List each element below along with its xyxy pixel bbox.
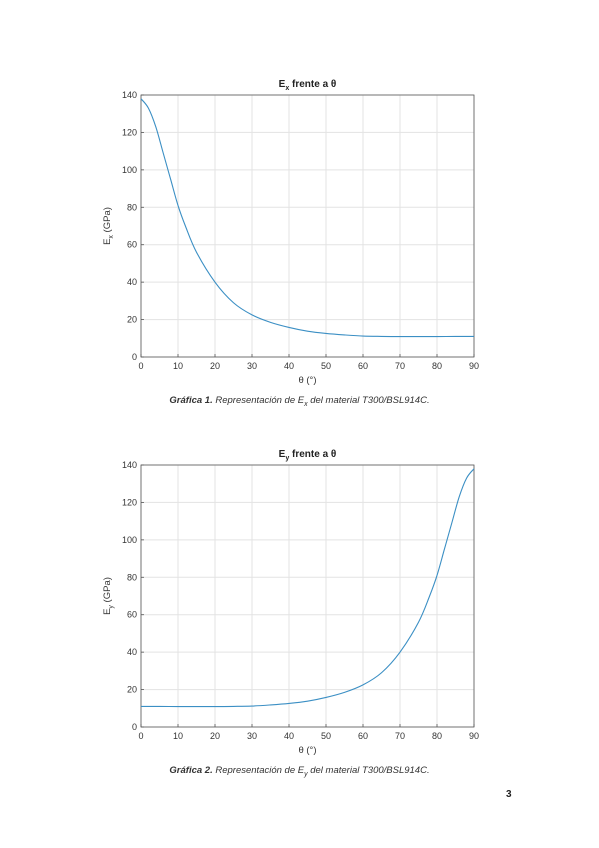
caption-1: Gráfica 1. Representación de Ex del mate… [0, 395, 599, 408]
x-tick-label: 20 [210, 361, 220, 371]
y-tick-label: 120 [122, 497, 137, 507]
x-tick-label: 20 [210, 731, 220, 741]
x-tick-label: 0 [138, 731, 143, 741]
x-tick-label: 90 [469, 361, 479, 371]
y-tick-label: 80 [127, 572, 137, 582]
x-tick-label: 30 [247, 361, 257, 371]
series-line [140, 468, 475, 708]
figure-2: 0 10 20 30 40 50 60 70 80 90 0 20 40 60 80 100 120 140 Ey … [0, 438, 599, 783]
y-tick-label: 60 [127, 240, 137, 250]
x-tick-label: 50 [321, 361, 331, 371]
x-tick-label: 80 [432, 361, 442, 371]
x-tick-label: 70 [395, 361, 405, 371]
y-axis-label-subscript: x [108, 235, 115, 239]
y-axis-label-main: E [102, 609, 113, 615]
caption-text-end: del material T300/BSL914C. [307, 765, 430, 776]
figure-1: 0 10 20 30 40 50 60 70 80 90 0 20 40 60 80 100 120 140 Ex … [0, 68, 599, 413]
y-tick-label: 0 [132, 722, 137, 732]
caption-text: Representación de E [212, 395, 305, 406]
series-line [140, 98, 475, 338]
chart-ex-vs-theta: 0 10 20 30 40 50 60 70 80 90 0 20 40 60 80 100 120 140 Ex … [102, 79, 479, 386]
y-axis-label: Ex (GPa) [102, 207, 115, 245]
chart-title-main: E [279, 449, 286, 460]
y-axis-label-subscript: y [108, 605, 115, 609]
y-tick-label: 140 [122, 90, 137, 100]
chart-title-rest: frente a θ [289, 449, 336, 460]
y-tick-label: 40 [127, 277, 137, 287]
y-tick-label: 100 [122, 165, 137, 175]
y-axis-label: Ey (GPa) [102, 577, 115, 615]
chart-title: Ex frente a θ [279, 79, 337, 92]
y-tick-label: 100 [122, 535, 137, 545]
plot-frame [140, 464, 475, 728]
x-tick-label: 0 [138, 361, 143, 371]
x-tick-label: 60 [358, 731, 368, 741]
chart-ey-vs-theta: 0 10 20 30 40 50 60 70 80 90 0 20 40 60 80 100 120 140 Ey … [102, 449, 479, 756]
y-axis-label-rest: (GPa) [102, 577, 113, 605]
x-tick-label: 80 [432, 731, 442, 741]
y-tick-label: 20 [127, 315, 137, 325]
y-tick-label: 0 [132, 352, 137, 362]
y-axis-label-main: E [102, 239, 113, 245]
chart-title: Ey frente a θ [279, 449, 337, 462]
x-tick-label: 40 [284, 731, 294, 741]
caption-text-end: del material T300/BSL914C. [307, 395, 430, 406]
x-axis-label: θ (°) [298, 375, 316, 386]
y-tick-label: 140 [122, 460, 137, 470]
caption-2: Gráfica 2. Representación de Ey del mate… [0, 765, 599, 778]
x-tick-label: 50 [321, 731, 331, 741]
chart-title-rest: frente a θ [289, 79, 336, 90]
caption-text: Representación de E [212, 765, 305, 776]
x-tick-label: 10 [173, 731, 183, 741]
caption-subscript: y [304, 770, 308, 778]
y-tick-label: 20 [127, 685, 137, 695]
x-axis-label: θ (°) [298, 745, 316, 756]
caption-lead: Gráfica 2. [169, 765, 213, 776]
page-number: 3 [506, 789, 512, 800]
x-tick-label: 10 [173, 361, 183, 371]
y-tick-label: 80 [127, 202, 137, 212]
x-tick-label: 90 [469, 731, 479, 741]
y-tick-label: 40 [127, 647, 137, 657]
caption-lead: Gráfica 1. [169, 395, 213, 406]
caption-subscript: x [304, 400, 308, 408]
x-tick-label: 30 [247, 731, 257, 741]
chart-title-main: E [279, 79, 286, 90]
y-tick-label: 60 [127, 610, 137, 620]
chart-title-subscript: y [285, 455, 289, 462]
x-tick-label: 70 [395, 731, 405, 741]
plot-frame [140, 94, 475, 358]
y-axis-label-rest: (GPa) [102, 207, 113, 235]
y-tick-label: 120 [122, 127, 137, 137]
chart-title-subscript: x [285, 85, 289, 92]
x-tick-label: 60 [358, 361, 368, 371]
x-tick-label: 40 [284, 361, 294, 371]
